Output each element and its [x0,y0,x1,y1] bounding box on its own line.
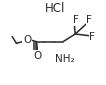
Text: O: O [23,35,31,45]
Text: NH₂: NH₂ [55,54,75,64]
Text: O: O [33,51,42,61]
Text: F: F [73,15,79,25]
Text: HCl: HCl [45,2,65,15]
Text: F: F [89,32,95,42]
Text: F: F [86,15,92,25]
